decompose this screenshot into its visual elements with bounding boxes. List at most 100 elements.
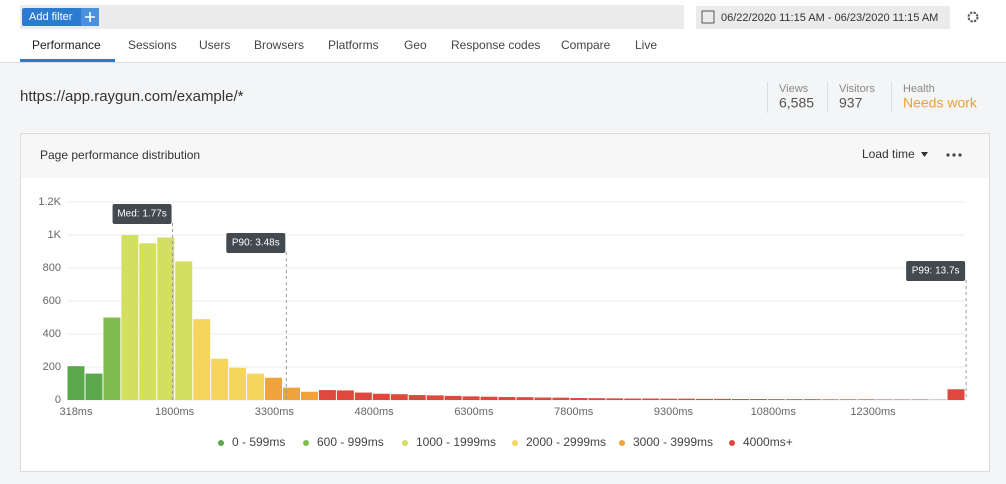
x-tick-label: 3300ms (255, 406, 295, 418)
panel-header (21, 134, 989, 178)
tab[interactable]: Performance (32, 38, 101, 52)
legend-label[interactable]: 4000ms+ (743, 435, 793, 449)
bar (624, 398, 642, 400)
legend-label[interactable]: 3000 - 3999ms (633, 435, 713, 449)
legend-label[interactable]: 1000 - 1999ms (416, 435, 496, 449)
bar (265, 377, 283, 400)
filter-bar (20, 5, 684, 29)
tab[interactable]: Sessions (128, 38, 177, 52)
tab[interactable]: Browsers (254, 38, 304, 52)
bar (642, 398, 660, 400)
bar (803, 399, 821, 400)
bar (552, 397, 570, 400)
y-tick-label: 200 (43, 361, 61, 373)
plus-icon (85, 12, 95, 22)
stat-value: 6,585 (779, 95, 814, 111)
legend-dot (729, 440, 735, 446)
bar (426, 395, 444, 400)
y-tick-label: 800 (43, 262, 61, 274)
add-filter-button[interactable] (22, 8, 99, 26)
legend-dot (218, 440, 224, 446)
tab[interactable]: Platforms (328, 38, 379, 52)
more-menu[interactable] (946, 153, 962, 157)
bar (103, 317, 121, 400)
metric-selector[interactable]: Load time (862, 147, 915, 161)
marker-label: P99: 13.7s (912, 266, 960, 277)
bar (732, 399, 749, 400)
marker-tag (112, 204, 172, 224)
bar (696, 398, 714, 400)
bar (570, 398, 588, 400)
legend-dot (619, 440, 625, 446)
bar (85, 373, 103, 400)
bar (247, 373, 265, 400)
stat-value: Needs work (903, 95, 978, 111)
bar (947, 389, 965, 400)
marker-tag (226, 233, 286, 253)
bar (139, 243, 157, 400)
bar (857, 399, 875, 400)
dropdown-caret[interactable] (921, 152, 928, 157)
tab[interactable]: Live (635, 38, 657, 52)
x-tick-label: 1800ms (155, 406, 195, 418)
bar (193, 319, 211, 400)
legend-dot (303, 440, 309, 446)
add-filter-label[interactable]: Add filter (29, 11, 73, 23)
bar (408, 395, 426, 400)
x-tick-label: 6300ms (454, 406, 494, 418)
y-tick-label: 1K (48, 229, 62, 241)
y-tick-label: 400 (43, 328, 61, 340)
date-range[interactable]: 06/22/2020 11:15 AM - 06/23/2020 11:15 A… (721, 12, 938, 24)
bar (749, 399, 767, 400)
stat-label: Health (903, 83, 935, 95)
bar (336, 390, 354, 400)
bar (767, 399, 785, 400)
bar (300, 391, 318, 400)
legend-label[interactable]: 600 - 999ms (317, 435, 384, 449)
tab[interactable]: Users (199, 38, 230, 52)
bar (354, 392, 372, 400)
bar (516, 397, 534, 400)
bar (390, 394, 408, 400)
x-tick-label: 10800ms (751, 406, 797, 418)
bar (444, 395, 462, 400)
x-tick-label: 9300ms (654, 406, 694, 418)
bar (714, 398, 732, 400)
y-tick-label: 0 (55, 394, 61, 406)
chart-title: Page performance distribution (40, 148, 200, 162)
page-url: https://app.raygun.com/example/* (20, 88, 244, 105)
bar (839, 399, 857, 400)
legend-dot (512, 440, 518, 446)
legend-label[interactable]: 0 - 599ms (232, 435, 285, 449)
bar (678, 398, 696, 400)
x-tick-label: 4800ms (355, 406, 395, 418)
marker-label: Med: 1.77s (117, 209, 166, 220)
tab[interactable]: Geo (404, 38, 427, 52)
bar (821, 399, 839, 400)
bar (283, 387, 300, 400)
date-picker[interactable] (696, 6, 950, 29)
settings-icon[interactable] (967, 11, 979, 23)
marker-label: P90: 3.48s (232, 238, 280, 249)
stat-label: Views (779, 83, 809, 95)
bar (372, 393, 390, 400)
bar (211, 358, 229, 400)
legend-label[interactable]: 2000 - 2999ms (526, 435, 606, 449)
active-tab-indicator (20, 59, 115, 62)
bar (606, 398, 624, 400)
stat-label: Visitors (839, 83, 875, 95)
bar (498, 397, 516, 400)
y-tick-label: 600 (43, 295, 61, 307)
bar (785, 399, 803, 400)
x-tick-label: 12300ms (850, 406, 896, 418)
tab[interactable]: Response codes (451, 38, 540, 52)
marker-tag (906, 261, 966, 281)
legend-dot (402, 440, 408, 446)
bar (660, 398, 678, 400)
x-tick-label: 7800ms (554, 406, 594, 418)
tab[interactable]: Compare (561, 38, 611, 52)
bar (534, 397, 552, 400)
y-tick-label: 1.2K (38, 196, 61, 208)
